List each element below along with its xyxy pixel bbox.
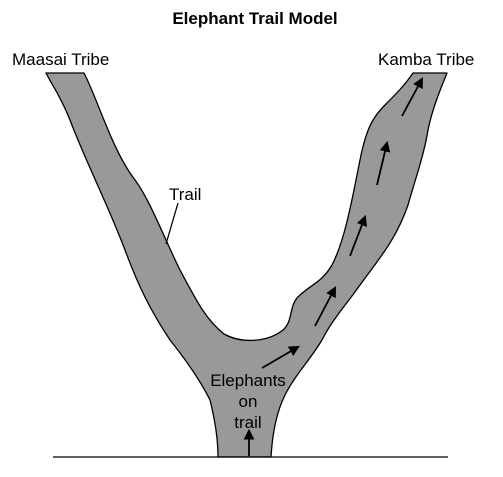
- label-kamba-tribe: Kamba Tribe: [378, 50, 474, 69]
- label-maasai-tribe: Maasai Tribe: [12, 50, 109, 69]
- label-elephants-line1: Elephants: [210, 371, 286, 390]
- elephant-arrow: [401, 77, 424, 117]
- diagram-title: Elephant Trail Model: [172, 9, 337, 28]
- trail-leader-line: [165, 202, 179, 245]
- label-trail: Trail: [169, 185, 201, 204]
- elephant-arrow: [376, 140, 391, 186]
- elephant-arrow: [314, 286, 337, 327]
- trail-shape: [45, 72, 448, 458]
- elephant-arrow: [349, 214, 367, 257]
- elephant-arrow: [261, 345, 300, 369]
- label-elephants-line3: trail: [234, 413, 261, 432]
- label-elephants-line2: on: [239, 392, 258, 411]
